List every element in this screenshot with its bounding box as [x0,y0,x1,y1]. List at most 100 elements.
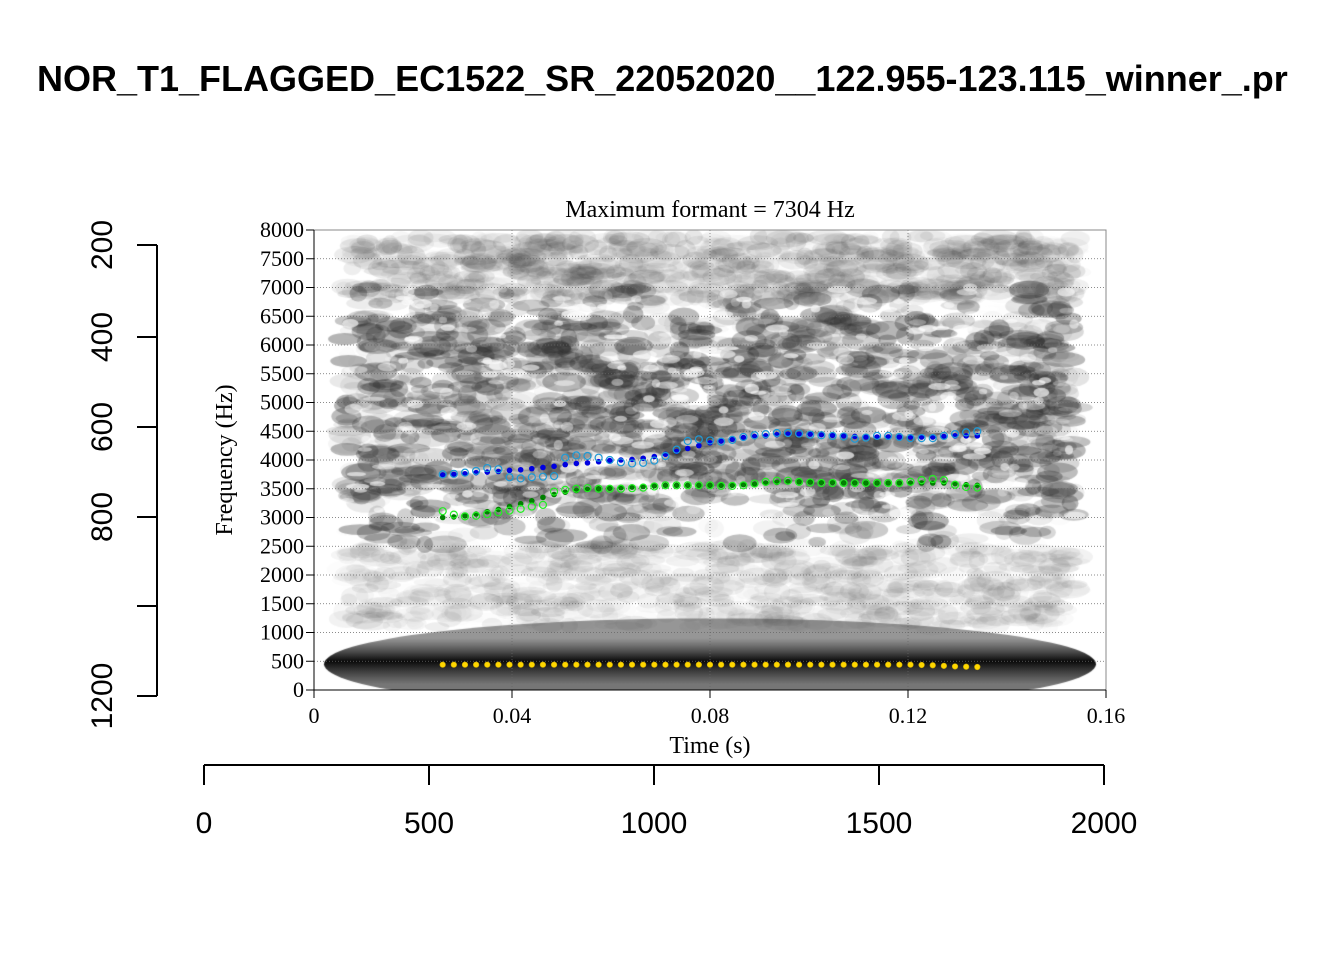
point-f1 [673,661,680,668]
point-f2 [584,486,591,493]
point-f1 [528,661,535,668]
point-f2 [718,482,724,489]
x-tick-label: 0 [309,703,320,728]
point-f1 [795,661,803,668]
point-f2-raw [728,481,737,490]
point-f3-raw [505,473,514,482]
point-f2-raw [572,484,581,493]
point-f2 [918,480,925,486]
point-f2-raw [783,476,793,485]
point-f1 [461,661,469,668]
point-f3-raw [906,434,915,443]
point-f3-raw [728,435,737,444]
point-f2-raw [705,481,715,490]
point-f1 [740,661,747,668]
point-f2-raw [973,483,982,492]
point-f3-raw [483,463,492,473]
point-f3-raw [794,429,804,438]
point-f3-raw [472,466,481,476]
y-axis-label: Frequency (Hz) [212,384,238,535]
point-f2-raw [694,481,703,490]
point-f3-raw [650,456,659,465]
point-f2-raw [895,478,904,488]
point-f3-raw [683,436,692,446]
point-f3 [451,471,457,478]
point-f1 [506,661,513,668]
point-f3 [606,457,613,464]
point-f3-raw [783,428,793,438]
y-tick-label: 7500 [260,246,304,271]
point-f1 [539,661,547,668]
point-f2-raw [661,481,670,490]
point-f3 [829,432,836,439]
left-axis-label: 400 [86,312,119,362]
point-f1 [495,661,502,668]
point-f3 [529,465,535,472]
bottom-secondary-axis: 0 500 1000 1500 2000 [196,764,1137,840]
y-tick-label: 3500 [260,476,304,501]
point-f2-raw [884,478,893,488]
point-f1 [617,661,625,668]
point-f3-raw [861,433,871,442]
point-f1 [974,663,981,671]
bottom-axis-label: 0 [196,807,213,840]
point-f2 [952,480,958,487]
point-f3-raw [561,453,570,462]
point-f1 [439,661,446,668]
point-f3 [540,464,546,471]
point-f1 [662,661,669,668]
point-f2 [651,483,658,489]
point-f2-raw [605,484,614,493]
point-f2-raw [538,500,548,509]
point-f2-raw [561,485,570,494]
point-f2-raw [583,484,592,493]
point-f2 [829,479,836,486]
point-f2-raw [794,477,804,486]
point-f3-raw [460,468,470,477]
point-f1 [595,661,602,668]
point-f3 [863,434,869,440]
point-f3-raw [516,474,525,483]
left-secondary-axis: 200 400 600 800 1200 [86,220,158,729]
point-f3 [573,460,580,467]
point-f1 [751,661,758,668]
point-f2 [863,480,869,486]
x-axis: 0 0.04 0.08 0.12 0.16 [309,689,1125,728]
point-f2 [707,482,713,489]
point-f3-raw [950,430,960,439]
y-tick-label: 4000 [260,447,304,472]
point-f2 [662,482,669,489]
point-f2-raw [639,483,648,492]
point-f3-raw [973,427,982,436]
point-f1 [606,661,613,668]
y-tick-label: 7000 [260,275,304,300]
point-f2 [907,480,914,486]
point-f3-raw [761,430,770,439]
point-f3-raw [449,469,458,478]
point-f1 [550,661,558,668]
point-f1 [651,661,658,668]
point-f3 [462,471,468,477]
point-f3-raw [928,434,937,443]
point-f2-raw [839,478,848,488]
point-f2 [540,494,546,501]
point-f3 [562,461,569,468]
point-f3-raw [549,472,559,481]
point-f1 [807,661,814,668]
point-f3-raw [872,431,882,440]
point-f2-raw [527,502,536,511]
y-tick-label: 500 [271,648,304,673]
point-f3-raw [572,451,581,460]
point-f3 [785,431,791,437]
point-f1 [873,661,881,668]
point-f2-raw [861,478,871,488]
bottom-axis-label: 500 [404,807,454,840]
point-f3-raw [627,459,637,468]
point-f1 [473,661,480,668]
point-f3 [941,433,947,440]
point-f2 [840,480,847,486]
point-f3 [718,438,724,444]
point-f2 [551,491,557,498]
point-f1 [940,662,947,669]
